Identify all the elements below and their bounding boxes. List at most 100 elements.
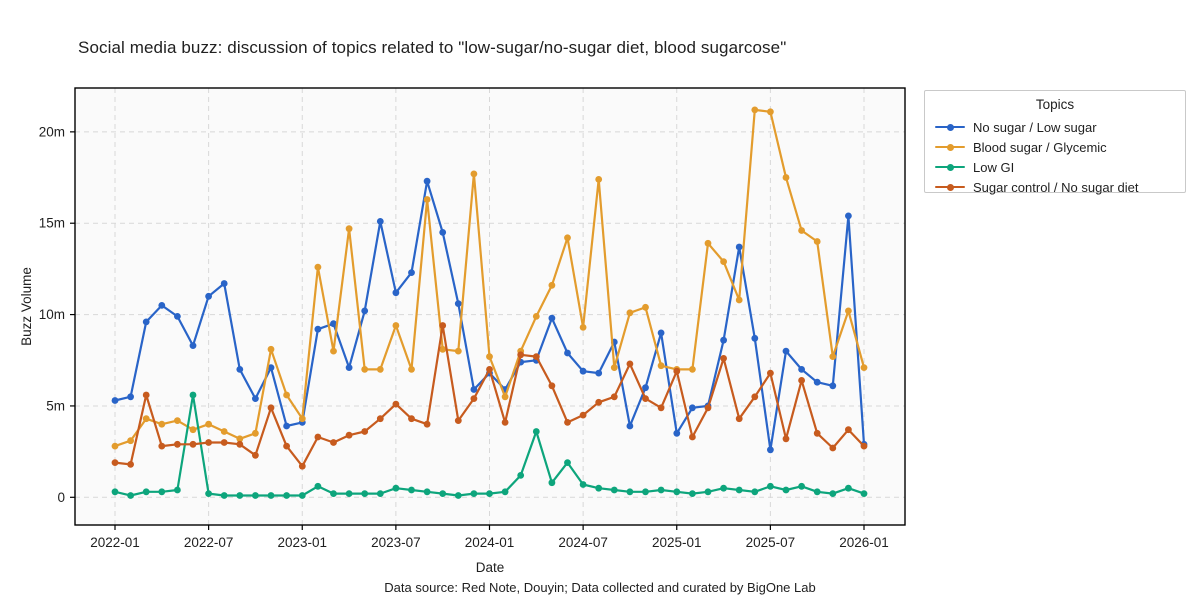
data-point [829,353,837,360]
x-tick-label: 2023-07 [371,535,421,550]
data-point [751,106,759,114]
data-point [127,437,134,445]
data-point [205,292,213,300]
x-tick-label: 2024-07 [558,535,608,550]
data-point [798,227,805,234]
data-point [735,415,743,423]
data-point [595,398,603,406]
data-point [283,442,290,450]
x-tick-label: 2023-01 [277,535,327,550]
data-point [439,229,447,236]
data-point [189,391,197,399]
data-point [813,378,821,386]
data-point [252,429,259,437]
data-point [174,417,181,424]
data-point [564,459,571,466]
legend-item-label: No sugar / Low sugar [973,119,1097,135]
data-point [252,451,259,459]
data-point [267,364,275,371]
data-point [689,433,696,441]
data-point [767,446,774,454]
data-point [236,492,244,499]
data-point [860,364,868,371]
data-point [330,347,337,355]
data-point [330,439,337,446]
data-point [376,366,384,373]
data-point [236,366,244,373]
data-point [532,428,540,435]
data-point [610,364,618,371]
data-point [127,393,134,401]
data-point [735,296,743,304]
data-point [735,486,743,494]
data-point [673,367,681,375]
legend-marker-icon [935,120,965,134]
data-point [548,382,556,390]
data-point [361,366,369,373]
data-point [486,490,493,497]
data-point [439,345,447,353]
data-point [626,488,634,496]
data-point [158,442,166,450]
data-point [314,482,322,490]
data-point [142,318,150,326]
data-point [376,490,384,497]
data-point [454,492,462,499]
data-point [517,351,525,359]
data-point [548,314,556,322]
data-point [252,492,259,499]
data-point [298,462,306,470]
data-point [626,360,634,368]
data-point [564,349,571,357]
data-point [376,218,384,225]
data-point [673,429,681,437]
legend: Topics No sugar / Low sugar Blood sugar /… [924,90,1186,195]
data-point [782,174,790,181]
data-point [314,433,322,441]
data-point [829,490,837,497]
data-point [689,404,696,412]
data-point [486,353,493,360]
data-point [532,353,540,360]
legend-item: Sugar control / No sugar diet [935,177,1175,197]
data-point [860,490,868,497]
data-point [392,289,400,297]
data-point [610,486,618,494]
data-point [470,386,478,393]
data-point [626,309,634,317]
data-point [845,484,852,492]
data-point [720,484,727,492]
data-point [252,395,259,402]
data-point [751,488,759,496]
data-point [408,415,415,423]
data-point [595,369,603,377]
data-point [595,484,603,492]
data-point [376,415,384,423]
data-point [298,492,306,499]
data-point [470,395,478,402]
plot-border [74,87,906,526]
data-point [642,384,649,392]
data-point [454,300,462,307]
data-point [720,355,727,362]
data-point [439,322,447,329]
data-point [220,439,228,446]
data-point [829,382,837,390]
data-point [595,176,603,183]
data-point [845,307,852,315]
data-point [127,492,134,499]
data-source-note: Data source: Red Note, Douyin; Data coll… [384,580,816,595]
data-point [470,170,478,178]
data-point [314,263,322,271]
data-point [423,177,431,185]
data-point [626,422,634,430]
data-point [267,404,275,412]
data-point [111,442,119,450]
legend-marker-icon [935,180,965,194]
data-point [813,238,821,245]
data-point [314,325,322,333]
data-point [610,393,618,401]
data-point [798,366,805,373]
data-point [782,486,790,494]
